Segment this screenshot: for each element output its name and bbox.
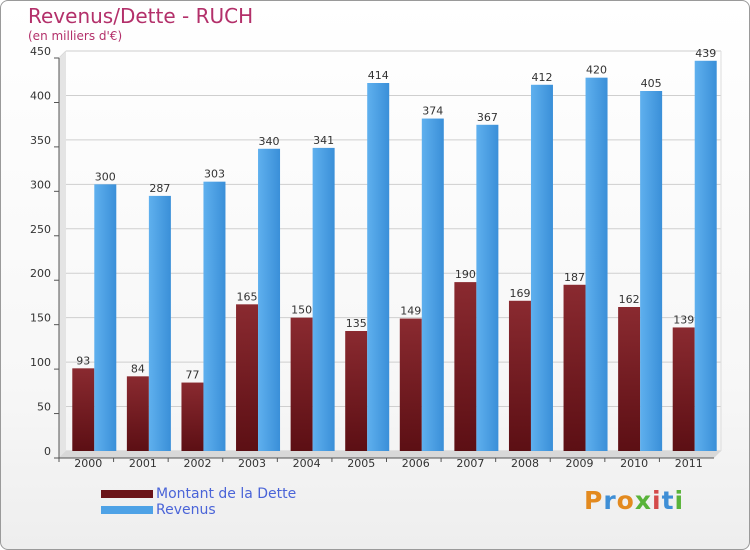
x-tick-label: 2006 <box>402 457 430 470</box>
bar-dette <box>236 304 259 451</box>
bar-revenus <box>640 91 663 451</box>
value-label-revenus: 303 <box>204 168 225 181</box>
chart-subtitle: (en milliers d'€) <box>28 29 123 43</box>
bar-revenus <box>94 184 117 452</box>
y-tick-label: 200 <box>30 267 51 280</box>
value-label-dette: 162 <box>619 293 640 306</box>
y-tick-label: 450 <box>30 45 51 58</box>
value-label-dette: 165 <box>237 290 258 303</box>
bar-dette <box>508 300 531 451</box>
bar-dette <box>399 318 422 451</box>
bar-revenus <box>258 148 281 451</box>
y-tick-label: 50 <box>37 401 51 414</box>
value-label-dette: 84 <box>131 362 145 375</box>
bar-dette <box>72 368 95 451</box>
value-label-revenus: 405 <box>641 77 662 90</box>
bar-revenus <box>530 84 553 452</box>
bar-revenus <box>203 181 226 451</box>
y-tick-label: 300 <box>30 178 51 191</box>
plot-depth <box>59 51 721 458</box>
x-tick-label: 2005 <box>347 457 375 470</box>
value-label-dette: 135 <box>346 317 367 330</box>
value-labels: 93 300 84 287 77 303 165 340 150 341 135 414 149 374 1… <box>76 47 716 382</box>
y-tick-label: 350 <box>30 134 51 147</box>
logo-letter: o <box>616 486 635 515</box>
value-label-dette: 150 <box>291 304 312 317</box>
legend-label-dette: Montant de la Dette <box>156 486 297 502</box>
bar-dette <box>618 307 641 451</box>
value-label-dette: 93 <box>76 354 90 367</box>
logo-letter: t <box>661 486 675 515</box>
bar-dette <box>672 327 695 451</box>
y-tick-label: 250 <box>30 223 51 236</box>
y-tick-label: 150 <box>30 312 51 325</box>
logo-letter: i <box>674 486 685 515</box>
x-tick-label: 2009 <box>566 457 594 470</box>
value-label-revenus: 420 <box>586 64 607 77</box>
bar-dette <box>454 282 477 451</box>
value-label-dette: 169 <box>509 287 530 300</box>
value-label-dette: 77 <box>185 369 199 382</box>
logo-letter: P <box>584 486 604 515</box>
value-label-revenus: 439 <box>695 47 716 60</box>
legend-swatch-revenus <box>101 506 153 514</box>
legend-label-revenus: Revenus <box>156 502 216 518</box>
bar-revenus <box>694 60 717 452</box>
plot-side-wall <box>59 51 66 458</box>
bar-revenus <box>585 77 608 452</box>
value-label-revenus: 367 <box>477 111 498 124</box>
x-tick-label: 2011 <box>675 457 703 470</box>
value-label-dette: 190 <box>455 268 476 281</box>
bars <box>72 60 717 452</box>
bar-revenus <box>367 83 390 451</box>
x-tick-label: 2004 <box>293 457 321 470</box>
bar-revenus <box>148 195 171 451</box>
value-label-revenus: 374 <box>422 105 443 118</box>
bar-revenus <box>312 147 335 451</box>
x-tick-label: 2010 <box>620 457 648 470</box>
axes: 0 50 100 150 200 250 300 350 400 450 2000 2001 2002 2… <box>30 45 714 470</box>
logo-letter: r <box>603 486 617 515</box>
y-tick-label: 0 <box>44 445 51 458</box>
value-label-revenus: 287 <box>149 182 170 195</box>
value-label-revenus: 341 <box>313 134 334 147</box>
y-tick-label: 400 <box>30 89 51 102</box>
x-tick-label: 2002 <box>183 457 211 470</box>
x-tick-label: 2001 <box>129 457 157 470</box>
value-label-revenus: 414 <box>368 69 389 82</box>
logo-letter: i <box>652 486 662 515</box>
bar-dette <box>345 331 368 451</box>
value-label-dette: 149 <box>400 305 421 318</box>
legend-swatch-dette <box>101 490 153 498</box>
x-tick-label: 2003 <box>238 457 266 470</box>
bar-dette <box>181 382 204 451</box>
x-tick-label: 2000 <box>74 457 102 470</box>
value-label-dette: 139 <box>673 313 694 326</box>
bar-revenus <box>421 118 444 452</box>
bar-dette <box>563 284 586 451</box>
bar-dette <box>126 376 149 451</box>
chart-title: Revenus/Dette - RUCH <box>28 4 254 28</box>
x-tick-label: 2007 <box>456 457 484 470</box>
value-label-revenus: 412 <box>531 71 552 84</box>
logo-letter: x <box>634 486 652 515</box>
proxiti-logo: Proxiti <box>584 486 684 515</box>
value-label-revenus: 300 <box>95 170 116 183</box>
x-tick-label: 2008 <box>511 457 539 470</box>
y-tick-label: 100 <box>30 356 51 369</box>
value-label-dette: 187 <box>564 271 585 284</box>
bar-revenus <box>476 124 499 452</box>
plot-floor <box>59 451 721 458</box>
bar-dette <box>290 317 313 451</box>
value-label-revenus: 340 <box>259 135 280 148</box>
